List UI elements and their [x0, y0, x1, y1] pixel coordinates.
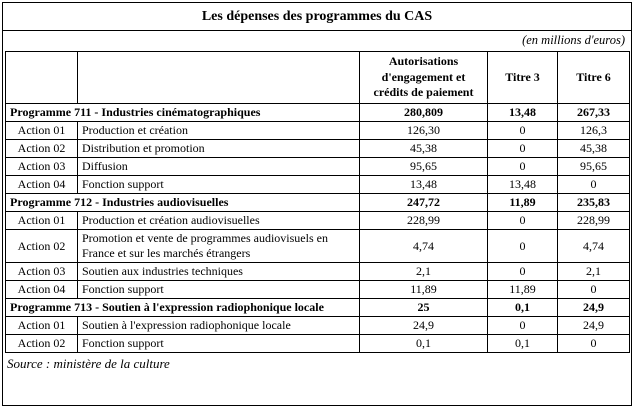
action-code: Action 01 [5, 211, 78, 230]
action-code: Action 01 [5, 316, 78, 335]
value-titre6: 24,9 [557, 316, 630, 335]
program-row: Programme 713 - Soutien à l'expression r… [5, 298, 630, 317]
program-label: Programme 713 - Soutien à l'expression r… [5, 298, 360, 317]
value-titre3: 0 [487, 157, 558, 176]
header-autorisations: Autorisations d'engagement et crédits de… [359, 51, 488, 104]
value-titre6: 4,74 [557, 229, 630, 263]
value-titre6: 45,38 [557, 139, 630, 158]
value-ae: 24,9 [359, 316, 488, 335]
header-empty-code [5, 51, 78, 104]
header-titre6: Titre 6 [557, 51, 630, 104]
value-titre6: 0 [557, 334, 630, 353]
action-label: Soutien à l'expression radiophonique loc… [77, 316, 360, 335]
unit-note: (en millions d'euros) [522, 33, 625, 47]
value-titre6: 0 [557, 175, 630, 194]
value-ae: 228,99 [359, 211, 488, 230]
value-titre3: 0 [487, 229, 558, 263]
value-titre3: 0 [487, 139, 558, 158]
value-titre6: 24,9 [557, 298, 630, 317]
header-titre3: Titre 3 [487, 51, 558, 104]
action-code: Action 03 [5, 262, 78, 281]
action-row: Action 02 Promotion et vente de programme… [5, 229, 630, 263]
value-ae: 95,65 [359, 157, 488, 176]
program-row: Programme 711 - Industries cinématograph… [5, 103, 630, 122]
value-titre6: 228,99 [557, 211, 630, 230]
value-titre3: 0 [487, 121, 558, 140]
value-ae: 0,1 [359, 334, 488, 353]
value-titre3: 13,48 [487, 103, 558, 122]
value-ae: 126,30 [359, 121, 488, 140]
action-label: Diffusion [77, 157, 360, 176]
value-titre3: 0,1 [487, 298, 558, 317]
document-frame: Les dépenses des programmes du CAS (en m… [2, 2, 632, 406]
action-code: Action 02 [5, 229, 78, 263]
header-empty-desc [77, 51, 360, 104]
value-ae: 280,809 [359, 103, 488, 122]
expenses-table: Autorisations d'engagement et crédits de… [5, 51, 630, 353]
value-titre6: 0 [557, 280, 630, 299]
value-titre6: 126,3 [557, 121, 630, 140]
action-row: Action 04 Fonction support 13,48 13,48 0 [5, 175, 630, 194]
value-titre3: 0 [487, 316, 558, 335]
action-label: Distribution et promotion [77, 139, 360, 158]
value-titre6: 235,83 [557, 193, 630, 212]
program-label: Programme 712 - Industries audiovisuelle… [5, 193, 360, 212]
action-row: Action 02 Distribution et promotion 45,38 0… [5, 139, 630, 158]
action-row: Action 04 Fonction support 11,89 11,89 0 [5, 280, 630, 299]
action-code: Action 04 [5, 280, 78, 299]
value-titre3: 11,89 [487, 280, 558, 299]
program-label: Programme 711 - Industries cinématograph… [5, 103, 360, 122]
program-row: Programme 712 - Industries audiovisuelle… [5, 193, 630, 212]
action-row: Action 02 Fonction support 0,1 0,1 0 [5, 334, 630, 353]
action-label: Fonction support [77, 334, 360, 353]
value-ae: 13,48 [359, 175, 488, 194]
header-row: Autorisations d'engagement et crédits de… [5, 51, 630, 104]
value-ae: 25 [359, 298, 488, 317]
value-titre3: 0,1 [487, 334, 558, 353]
value-titre3: 13,48 [487, 175, 558, 194]
action-row: Action 03 Soutien aux industries techniqu… [5, 262, 630, 281]
action-code: Action 01 [5, 121, 78, 140]
page-title: Les dépenses des programmes du CAS [3, 3, 631, 31]
action-code: Action 02 [5, 139, 78, 158]
action-label: Fonction support [77, 175, 360, 194]
action-label: Fonction support [77, 280, 360, 299]
source-note: Source : ministère de la culture [7, 356, 170, 371]
value-titre6: 95,65 [557, 157, 630, 176]
value-ae: 2,1 [359, 262, 488, 281]
value-ae: 45,38 [359, 139, 488, 158]
action-row: Action 03 Diffusion 95,65 0 95,65 [5, 157, 630, 176]
value-titre6: 2,1 [557, 262, 630, 281]
value-titre3: 0 [487, 211, 558, 230]
action-label: Soutien aux industries techniques [77, 262, 360, 281]
action-row: Action 01 Soutien à l'expression radiopho… [5, 316, 630, 335]
table-body: Programme 711 - Industries cinématograph… [5, 103, 630, 353]
value-titre6: 267,33 [557, 103, 630, 122]
action-code: Action 02 [5, 334, 78, 353]
value-titre3: 0 [487, 262, 558, 281]
value-ae: 11,89 [359, 280, 488, 299]
value-ae: 247,72 [359, 193, 488, 212]
action-label: Production et création audiovisuelles [77, 211, 360, 230]
action-code: Action 03 [5, 157, 78, 176]
value-ae: 4,74 [359, 229, 488, 263]
action-label: Production et création [77, 121, 360, 140]
action-row: Action 01 Production et création audiovis… [5, 211, 630, 230]
action-row: Action 01 Production et création 126,30 0 12… [5, 121, 630, 140]
action-code: Action 04 [5, 175, 78, 194]
value-titre3: 11,89 [487, 193, 558, 212]
action-label: Promotion et vente de programmes audiovi… [77, 229, 360, 263]
